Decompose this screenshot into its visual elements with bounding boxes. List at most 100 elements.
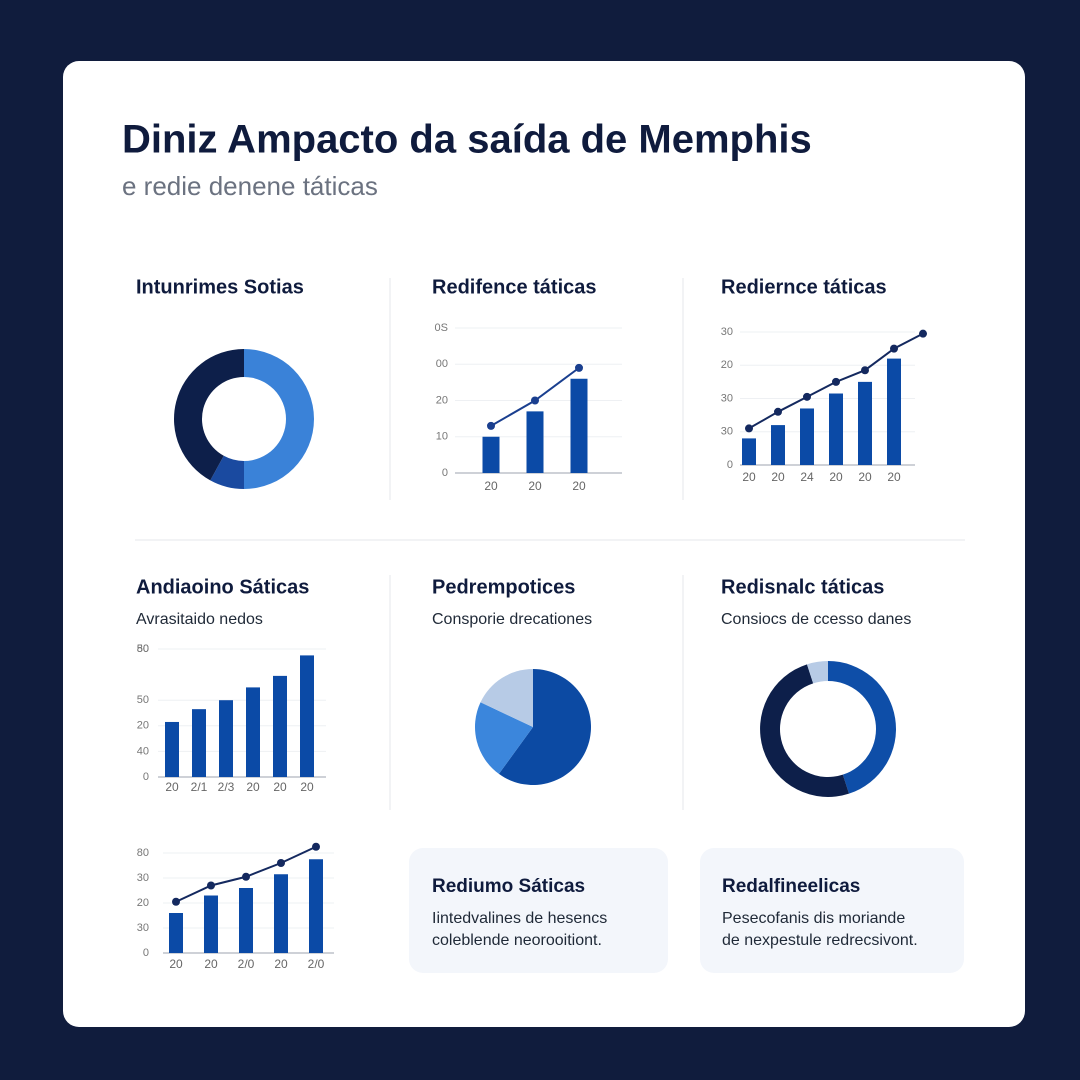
bar bbox=[300, 655, 314, 777]
y-tick-label: 00 bbox=[436, 358, 448, 370]
slice bbox=[498, 669, 592, 786]
y-tick-label: 0 bbox=[143, 771, 149, 783]
x-tick-label: 2/3 bbox=[218, 780, 235, 794]
card bbox=[63, 61, 1025, 1027]
slice bbox=[244, 349, 314, 489]
bar bbox=[829, 393, 843, 465]
x-tick-label: 20 bbox=[528, 479, 542, 493]
x-tick-label: 2/0 bbox=[308, 957, 325, 971]
y-tick-label: 20 bbox=[137, 720, 149, 732]
point bbox=[172, 897, 180, 906]
y-tick-label: 50 bbox=[137, 643, 149, 655]
slice bbox=[474, 702, 533, 774]
point bbox=[745, 424, 753, 433]
bar bbox=[742, 438, 756, 465]
bar bbox=[239, 888, 253, 953]
slice bbox=[174, 349, 244, 481]
y-tick-label: 30 bbox=[721, 392, 733, 404]
point bbox=[487, 421, 495, 430]
y-tick-label: 20 bbox=[436, 394, 448, 406]
point bbox=[207, 881, 215, 890]
point bbox=[890, 344, 898, 353]
x-tick-label: 20 bbox=[165, 780, 179, 794]
point bbox=[312, 842, 320, 851]
y-tick-label: 50 bbox=[137, 694, 149, 706]
point bbox=[861, 366, 869, 375]
x-tick-label: 20 bbox=[742, 470, 756, 484]
card-text: Iintedvalines de hesencs bbox=[432, 910, 607, 927]
bar bbox=[192, 709, 206, 777]
point bbox=[531, 396, 539, 405]
bar bbox=[526, 411, 544, 473]
x-tick-label: 2/0 bbox=[238, 957, 255, 971]
x-tick-label: 20 bbox=[273, 780, 287, 794]
y-tick-label: 0 bbox=[143, 947, 149, 959]
x-tick-label: 2/1 bbox=[191, 780, 208, 794]
y-tick-label: 30 bbox=[721, 426, 733, 438]
y-tick-label: 20 bbox=[137, 897, 149, 909]
point bbox=[803, 392, 811, 401]
slice bbox=[480, 669, 533, 727]
chart-title: Rediernce táticas bbox=[721, 276, 887, 298]
x-tick-label: 20 bbox=[858, 470, 872, 484]
card-text: coleblende neorooitiont. bbox=[432, 932, 602, 949]
x-tick-label: 20 bbox=[829, 470, 843, 484]
subtitle: e redie denene táticas bbox=[122, 171, 378, 201]
slice bbox=[806, 661, 828, 684]
y-tick-label: 20 bbox=[721, 359, 733, 371]
bar bbox=[858, 381, 872, 465]
title: Diniz Ampacto da saída de Memphis bbox=[122, 118, 812, 162]
bar bbox=[273, 675, 287, 777]
chart-title: Redifence táticas bbox=[432, 276, 597, 298]
bar bbox=[570, 378, 588, 473]
y-tick-label: 30 bbox=[721, 326, 733, 338]
chart-subtitle: Consporie drecationes bbox=[432, 611, 592, 628]
slice bbox=[760, 664, 850, 797]
card-text: Pesecofanis dis moriande bbox=[722, 910, 905, 927]
chart-title: Pedrempotices bbox=[432, 576, 575, 598]
x-tick-label: 20 bbox=[484, 479, 498, 493]
x-tick-label: 24 bbox=[800, 470, 814, 484]
point bbox=[919, 329, 927, 338]
chart-subtitle: Consiocs de ccesso danes bbox=[721, 611, 911, 628]
point bbox=[832, 377, 840, 386]
chart-title: Andiaoino Sáticas bbox=[136, 576, 309, 598]
x-tick-label: 20 bbox=[572, 479, 586, 493]
bar bbox=[887, 358, 901, 465]
y-tick-label: 40 bbox=[137, 745, 149, 757]
bar bbox=[800, 408, 814, 465]
y-tick-label: 0S bbox=[435, 322, 448, 334]
info-card bbox=[700, 848, 964, 973]
slice bbox=[210, 455, 244, 489]
y-tick-label: 10 bbox=[436, 431, 448, 443]
info-card bbox=[409, 848, 668, 973]
bar bbox=[219, 700, 233, 777]
x-tick-label: 20 bbox=[300, 780, 314, 794]
y-tick-label: 0 bbox=[442, 467, 448, 479]
y-tick-label: 30 bbox=[137, 872, 149, 884]
bar bbox=[204, 895, 218, 953]
y-tick-label: 80 bbox=[137, 847, 149, 859]
card-title: Redalfineelicas bbox=[722, 876, 860, 897]
bar bbox=[309, 859, 323, 953]
point bbox=[277, 859, 285, 867]
chart-title: Intunrimes Sotias bbox=[136, 276, 304, 298]
y-tick-label: 80 bbox=[137, 643, 149, 655]
y-tick-label: 30 bbox=[137, 922, 149, 934]
x-tick-label: 20 bbox=[274, 957, 288, 971]
x-tick-label: 20 bbox=[887, 470, 901, 484]
point bbox=[575, 363, 583, 372]
point bbox=[774, 407, 782, 416]
y-tick-label: 0 bbox=[727, 459, 733, 471]
bar bbox=[274, 874, 288, 953]
bar bbox=[169, 913, 183, 953]
chart-subtitle: Avrasitaido nedos bbox=[136, 611, 263, 628]
slice bbox=[828, 661, 896, 794]
bar bbox=[482, 436, 500, 473]
x-tick-label: 20 bbox=[771, 470, 785, 484]
point bbox=[242, 872, 250, 881]
x-tick-label: 20 bbox=[169, 957, 183, 971]
card-title: Rediumo Sáticas bbox=[432, 876, 585, 897]
x-tick-label: 20 bbox=[204, 957, 218, 971]
